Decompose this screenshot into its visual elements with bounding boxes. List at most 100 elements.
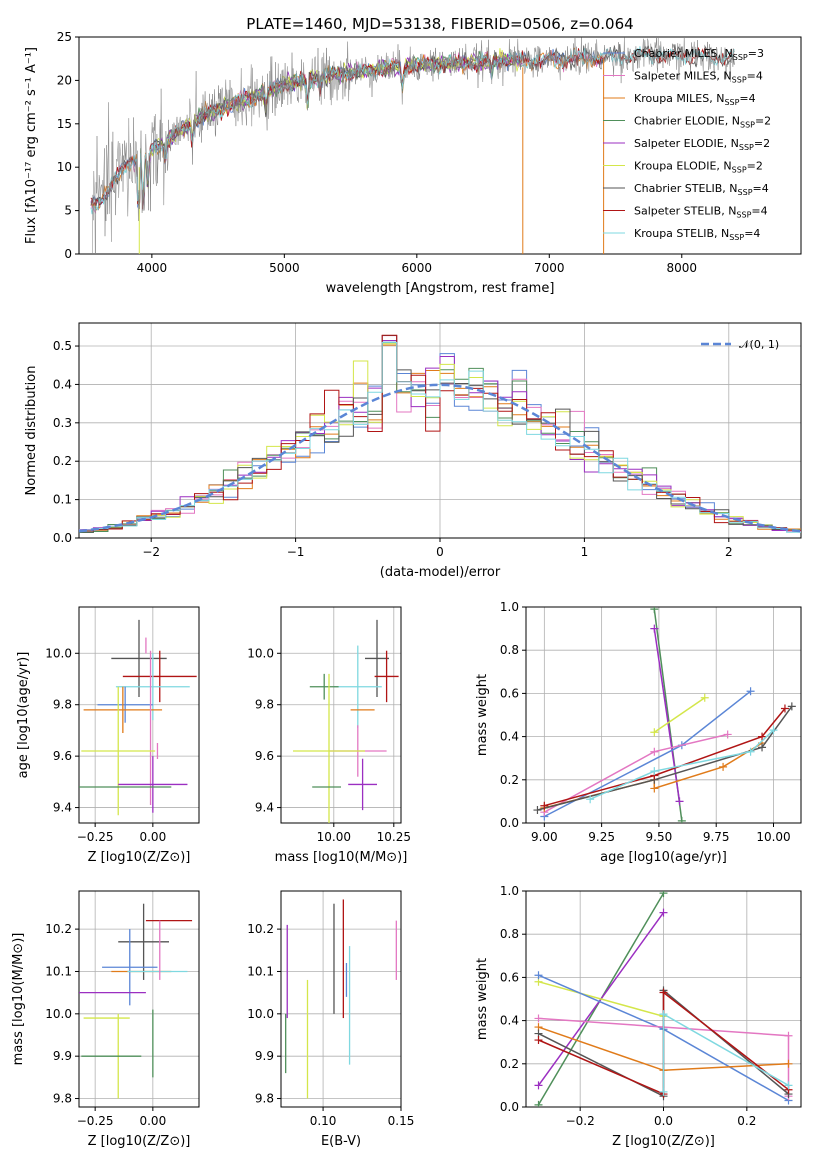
- weight-marker: [586, 795, 595, 804]
- x-tick-label: 0.00: [139, 830, 166, 844]
- legend-entry: Salpeter ELODIE, NSSP=2: [634, 137, 770, 152]
- legend-entry: 𝒩(0, 1): [739, 338, 779, 351]
- y-tick-label: 9.4: [255, 801, 274, 815]
- legend-entry: Chabrier MILES, NSSP=3: [634, 47, 764, 62]
- y-tick-label: 25: [57, 30, 72, 44]
- y-tick-label: 0.2: [500, 1057, 519, 1071]
- x-tick-label: 9.25: [588, 830, 615, 844]
- massweight_vs_age-axes: 9.00 9.25 9.50 9.75 10.00 0.0 0.2 0.4 0.6 0.8 1.0 a…: [475, 600, 802, 865]
- x-tick-label: −0.2: [566, 1114, 595, 1128]
- y-axis-label: mass [log10(M/M⊙)]: [11, 933, 26, 1066]
- x-tick-label: −0.25: [77, 830, 114, 844]
- spectrum-axes: 4000 5000 6000 7000 8000 0 5 10 15 20 25 wavelength…: [24, 30, 802, 296]
- y-tick-label: 10: [57, 160, 72, 174]
- weight-marker: [650, 747, 659, 756]
- x-tick-label: 0: [436, 545, 444, 559]
- y-tick-label: 9.8: [255, 698, 274, 712]
- x-tick-label: −0.25: [77, 1114, 114, 1128]
- legend-entry: Chabrier ELODIE, NSSP=2: [634, 115, 771, 130]
- legend-entry: Salpeter MILES, NSSP=4: [634, 70, 763, 85]
- x-axis-label: E(B-V): [321, 1134, 361, 1149]
- weight-marker: [534, 971, 543, 980]
- x-tick-label: 9.00: [531, 830, 558, 844]
- x-tick-label: −1: [287, 545, 305, 559]
- y-tick-label: 10.1: [45, 964, 72, 978]
- y-tick-label: 15: [57, 117, 72, 131]
- weight-marker: [650, 728, 659, 737]
- massweight_vs_Z-axes: −0.2 0.0 0.2 0.0 0.2 0.4 0.6 0.8 1.0 Z [log10(Z/Z…: [475, 884, 802, 1149]
- x-tick-label: 4000: [137, 261, 168, 275]
- weight-marker: [719, 762, 728, 771]
- x-tick-label: 10.00: [756, 830, 790, 844]
- y-tick-label: 0.4: [500, 1014, 519, 1028]
- y-tick-label: 9.6: [255, 749, 274, 763]
- y-tick-label: 9.9: [53, 1049, 72, 1063]
- mass_vs_Z-axes: −0.25 0.00 9.8 9.9 10.0 10.1 10.2 Z [log10(Z/Z⊙…: [11, 890, 200, 1149]
- x-tick-label: 9.75: [703, 830, 730, 844]
- plot-frame: [280, 890, 402, 1108]
- y-tick-label: 0.0: [500, 816, 519, 830]
- x-tick-label: 10.00: [317, 830, 351, 844]
- x-tick-label: 7000: [534, 261, 565, 275]
- salpeter_elodie-weight-line: [653, 628, 681, 802]
- weight-marker: [540, 801, 549, 810]
- mass_vs_EBV-axes: 0.10 0.15 9.8 9.9 10.0 10.1 10.2 E(B-V): [247, 890, 414, 1149]
- weight-marker: [784, 1081, 793, 1090]
- legend-entry: Kroupa ELODIE, NSSP=2: [634, 160, 763, 175]
- weight-marker: [675, 797, 684, 806]
- x-tick-label: 8000: [666, 261, 697, 275]
- normal-curve: [79, 383, 801, 533]
- y-tick-label: 0.6: [500, 686, 519, 700]
- spectrum-legend: Chabrier MILES, NSSP=3 Salpeter MILES, NS…: [603, 47, 771, 242]
- y-axis-label: mass weight: [475, 674, 490, 756]
- figure-title: PLATE=1460, MJD=53138, FIBERID=0506, z=0…: [246, 15, 633, 33]
- y-tick-label: 0.6: [500, 970, 519, 984]
- y-tick-label: 0.4: [53, 377, 72, 391]
- weight-marker: [650, 624, 659, 633]
- y-axis-label: Flux [fλ10⁻¹⁷ erg cm⁻² s⁻¹ A⁻¹]: [24, 47, 39, 244]
- x-tick-label: 1: [581, 545, 589, 559]
- kroupa_elodie-weight-line: [538, 980, 664, 1018]
- y-tick-label: 10.0: [247, 646, 274, 660]
- y-tick-label: 0: [64, 247, 72, 261]
- weight-marker: [650, 784, 659, 793]
- x-tick-label: −2: [142, 545, 160, 559]
- salpeter_stelib-weight-line: [544, 708, 786, 807]
- y-tick-label: 0.2: [500, 773, 519, 787]
- weight-marker: [650, 607, 659, 614]
- weight-marker: [780, 704, 789, 713]
- weight-marker: [534, 1081, 543, 1090]
- residuals-marks: [79, 334, 801, 533]
- salpeter_miles-spectrum-line: [90, 49, 604, 214]
- y-tick-label: 0.8: [500, 927, 519, 941]
- plot-frame: [78, 322, 802, 539]
- plot-frame: [525, 606, 802, 824]
- y-tick-label: 10.0: [247, 1007, 274, 1021]
- y-axis-label: mass weight: [475, 958, 490, 1040]
- mass_vs_EBV-marks: [285, 899, 397, 1099]
- weight-marker: [534, 1036, 543, 1045]
- x-tick-label: 10.25: [377, 830, 411, 844]
- y-tick-label: 0.0: [500, 1100, 519, 1114]
- x-tick-label: 0.0: [654, 1114, 673, 1128]
- y-axis-label: age [log10(age/yr)]: [16, 652, 31, 779]
- y-axis-label: Normed distribution: [24, 366, 39, 496]
- weight-marker: [758, 743, 767, 752]
- x-axis-label: Z [log10(Z/Z⊙)]: [612, 1134, 715, 1149]
- residuals-axes: −2 −1 0 1 2 0.0 0.1 0.2 0.3 0.4 0.5 (data-model)/er…: [24, 322, 802, 580]
- chabrier_stelib-weight-line: [537, 705, 793, 811]
- x-axis-label: Z [log10(Z/Z⊙)]: [88, 850, 191, 865]
- y-tick-label: 10.2: [247, 922, 274, 936]
- y-tick-label: 9.8: [53, 1092, 72, 1106]
- y-tick-label: 0.1: [53, 493, 72, 507]
- weight-marker: [659, 891, 668, 898]
- x-axis-label: wavelength [Angstrom, rest frame]: [326, 281, 555, 296]
- weight-marker: [700, 693, 709, 702]
- residuals-legend: 𝒩(0, 1): [701, 338, 779, 351]
- kroupa_elodie-weight-line: [653, 697, 706, 733]
- x-axis-label: age [log10(age/yr)]: [600, 850, 727, 865]
- kroupa_stelib-weight-line: [589, 729, 775, 800]
- weight-marker: [723, 730, 732, 739]
- weight-marker: [784, 1031, 793, 1040]
- y-tick-label: 0.3: [53, 416, 72, 430]
